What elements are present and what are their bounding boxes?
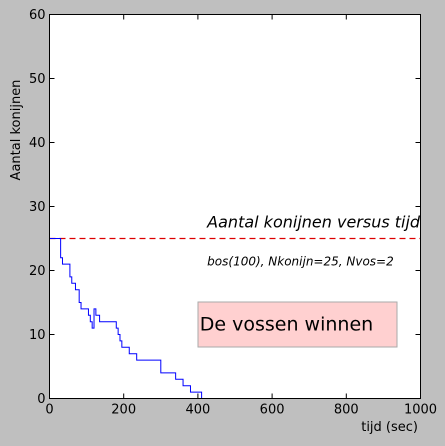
plot-frame [49, 14, 421, 399]
annotation-title: Aantal konijnen versus tijd [206, 213, 421, 232]
annotation-params: bos(100), Nkonijn=25, Nvos=2 [207, 254, 394, 268]
x-tick-label: 200 [111, 403, 136, 418]
status-box [197, 301, 398, 348]
y-tick-label: 0 [37, 392, 45, 407]
y-axis-label: Aantal konijnen [9, 80, 24, 181]
y-tick-label: 60 [29, 8, 46, 23]
y-tick-label: 10 [29, 328, 46, 343]
y-tick-label: 50 [29, 72, 46, 87]
status-text: De vossen winnen [200, 314, 373, 336]
x-tick-label: 600 [260, 403, 285, 418]
x-tick-label: 0 [45, 403, 53, 418]
y-tick-label: 20 [29, 264, 46, 279]
x-tick-label: 1000 [404, 403, 437, 418]
x-tick-label: 800 [334, 403, 359, 418]
series-line [49, 238, 421, 399]
y-tick-label: 30 [29, 200, 46, 215]
x-tick-label: 400 [185, 403, 210, 418]
y-tick-label: 40 [29, 136, 46, 151]
x-axis-label: tijd (sec) [361, 420, 418, 435]
